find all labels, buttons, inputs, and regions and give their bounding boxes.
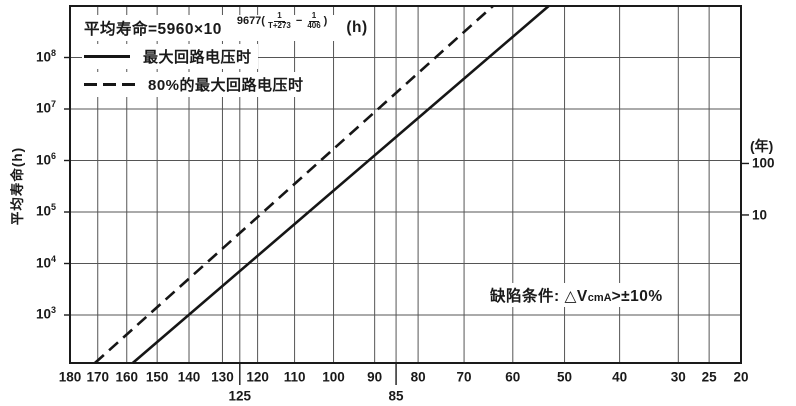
formula-exponent: 9677(1 T+273−1 406) <box>236 11 328 31</box>
solid-line-sample <box>84 55 130 58</box>
frac2-numerator: 1 <box>308 11 320 22</box>
y-axis-title: 平均寿命(h) <box>10 146 25 226</box>
plot-border <box>69 5 742 364</box>
legend-item-dashed: 80%的最大回路电压时 <box>82 72 310 97</box>
formula-lhs: 平均寿命=5960×10 <box>84 21 222 38</box>
dashed-line-sample <box>84 83 135 86</box>
formula-unit: (h) <box>346 19 368 36</box>
legend-label-solid: 最大回路电压时 <box>143 49 252 66</box>
defect-condition-annotation: 缺陷条件: △VcmA>±10% <box>486 283 667 307</box>
frac1-numerator: 1 <box>274 11 285 22</box>
frac1-denominator: T+273 <box>267 20 291 30</box>
annotation-subscript: cmA <box>587 292 612 304</box>
formula-exp-close: ) <box>323 15 328 27</box>
frac2-denominator: 406 <box>307 20 321 30</box>
annotation-prefix: 缺陷条件: △V <box>490 288 588 305</box>
formula-exp-coeff: 9677( <box>236 15 265 27</box>
annotation-suffix: >±10% <box>611 288 663 305</box>
legend: 平均寿命=5960×10 9677(1 T+273−1 406) (h) 最大回路电压时… <box>82 11 374 97</box>
series-line-dashed <box>94 5 494 364</box>
formula-fraction-2: 1 406 <box>306 11 321 31</box>
legend-label-dashed: 80%的最大回路电压时 <box>148 77 304 94</box>
series-line-solid <box>131 5 550 364</box>
formula-row: 平均寿命=5960×10 9677(1 T+273−1 406) (h) <box>82 11 374 41</box>
legend-item-solid: 最大回路电压时 <box>82 44 258 69</box>
formula-minus: − <box>295 15 303 27</box>
formula-fraction-1: 1 T+273 <box>267 11 292 31</box>
